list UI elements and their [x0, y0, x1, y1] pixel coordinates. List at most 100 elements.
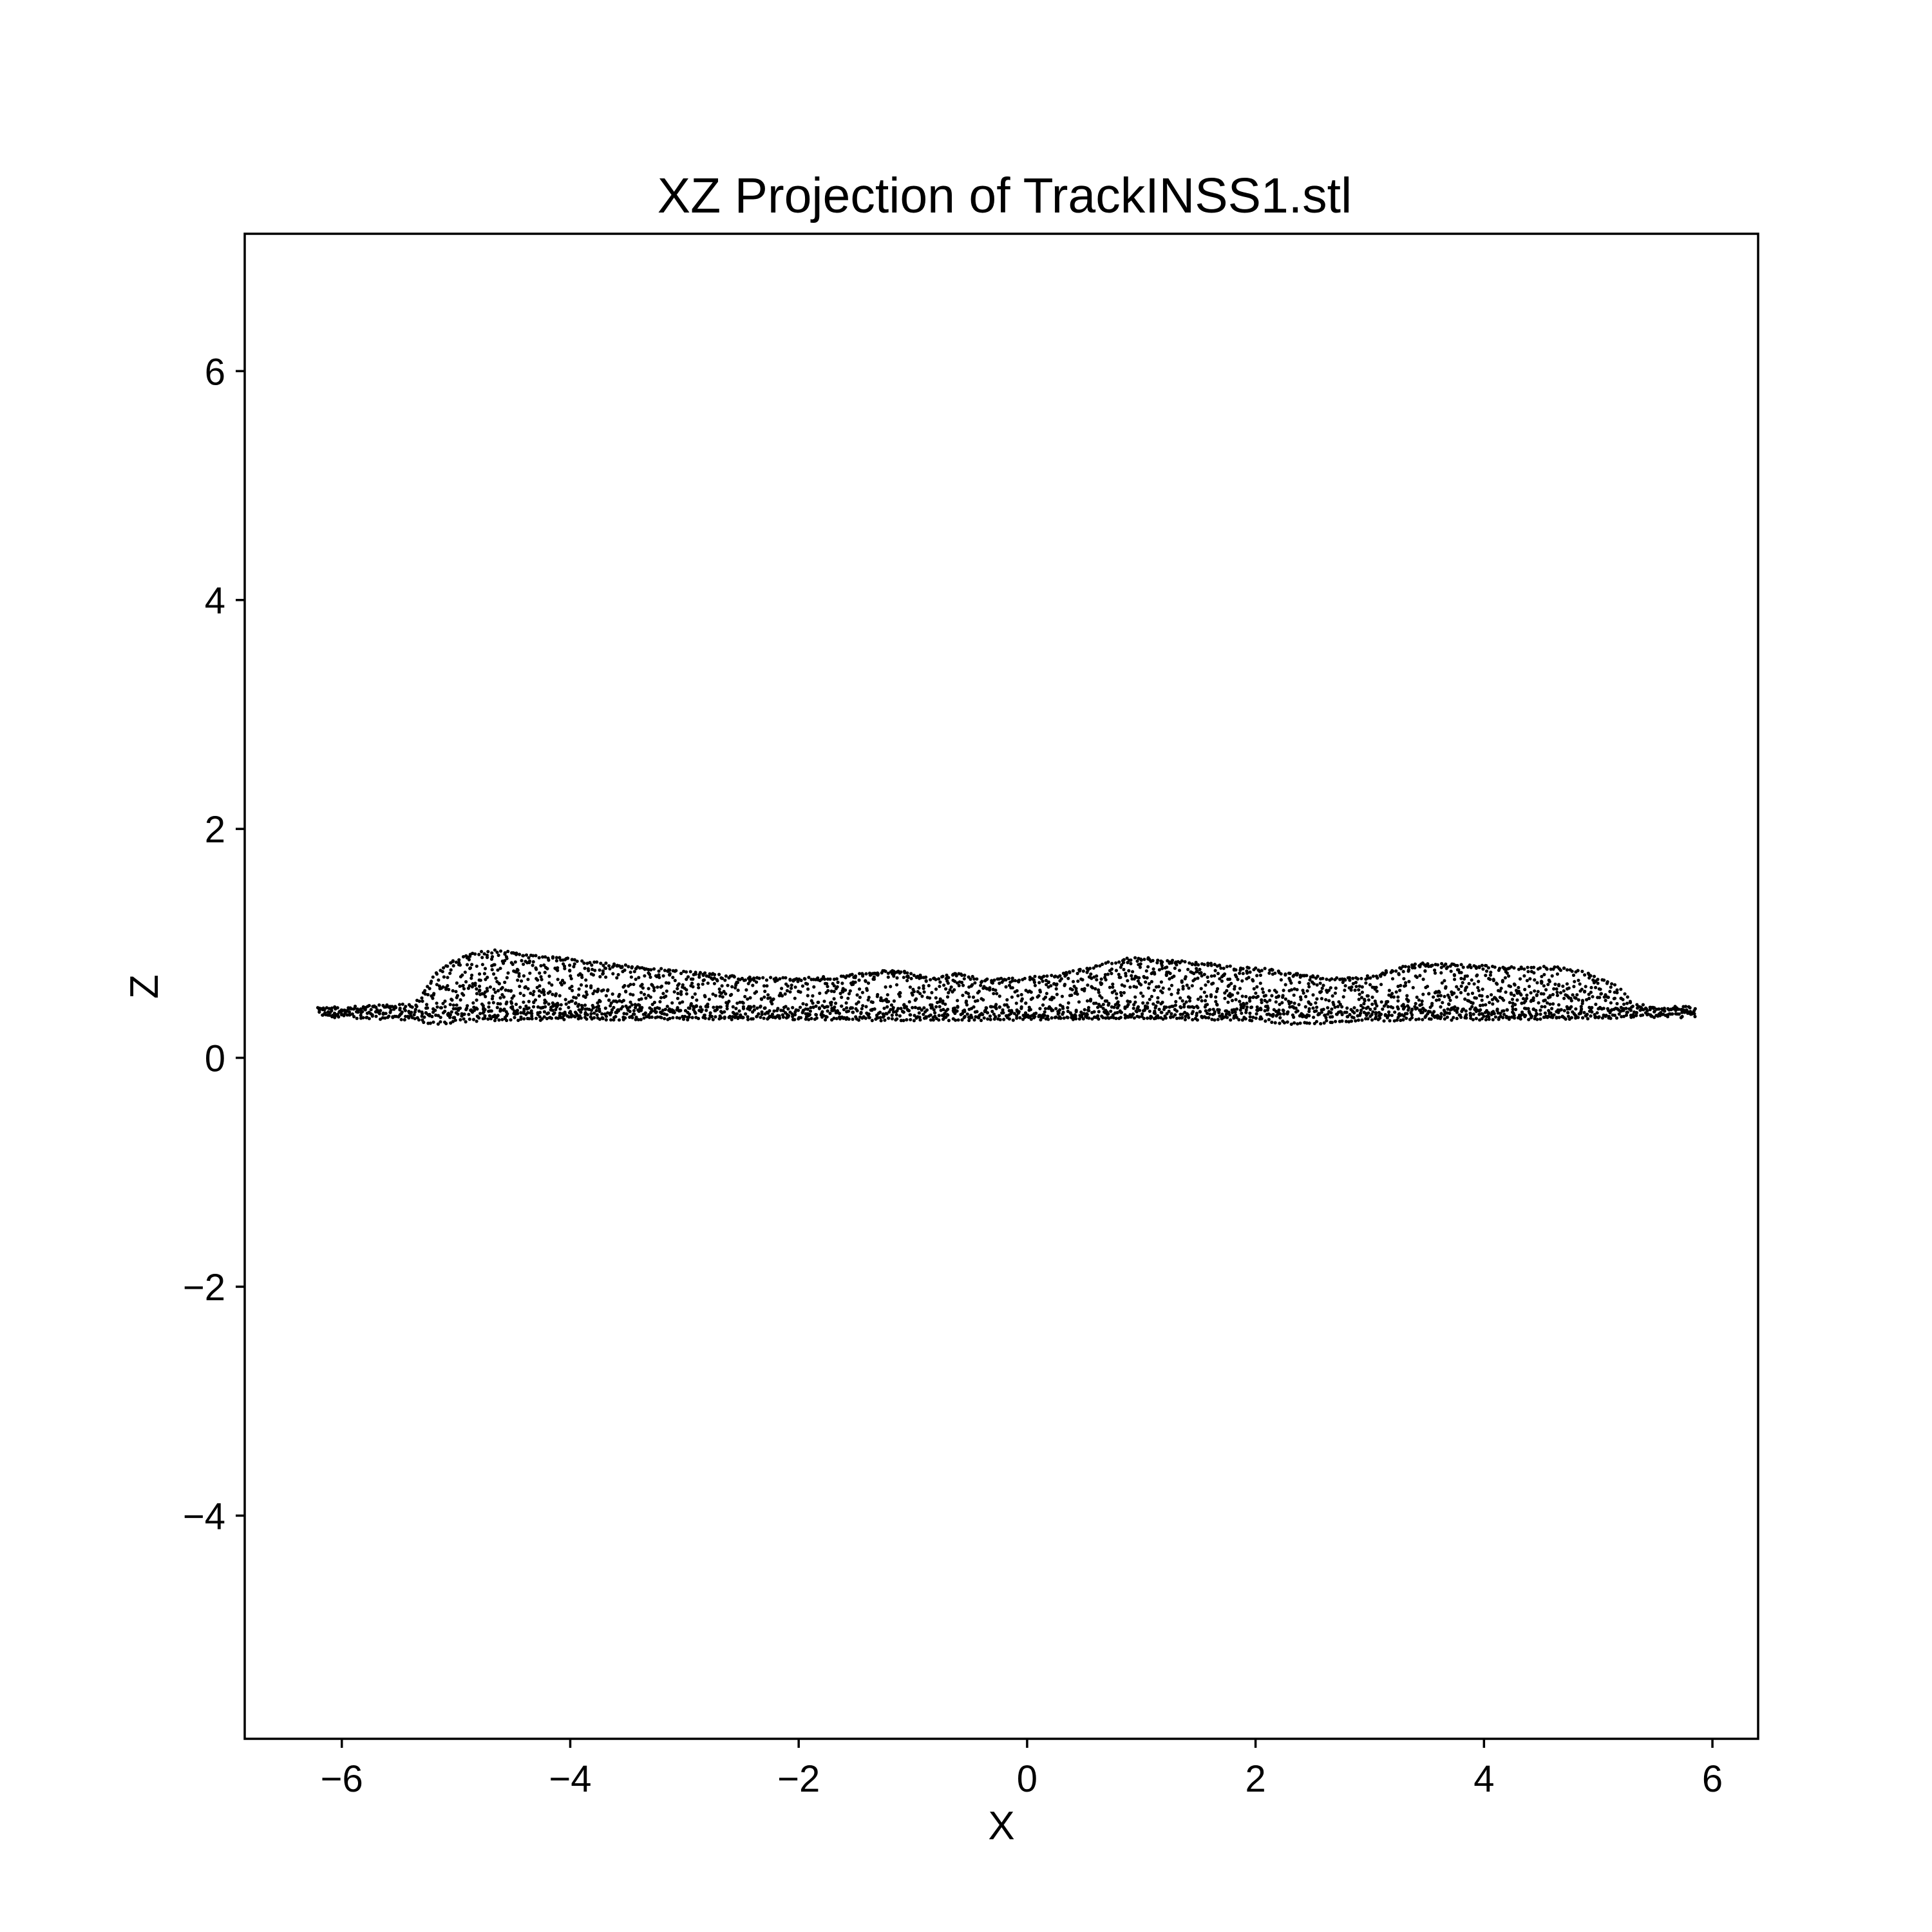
scatter-point — [1426, 962, 1430, 966]
scatter-point — [887, 999, 891, 1003]
scatter-point — [390, 1005, 394, 1009]
scatter-point — [982, 1016, 986, 1020]
scatter-point — [558, 1007, 562, 1011]
scatter-point — [1141, 1001, 1145, 1005]
scatter-point — [1495, 982, 1499, 986]
scatter-point — [1230, 999, 1235, 1003]
scatter-point — [450, 998, 454, 1002]
scatter-point — [1579, 1005, 1583, 1009]
scatter-point — [1152, 1011, 1156, 1015]
scatter-point — [832, 1016, 836, 1020]
scatter-point — [943, 1002, 947, 1006]
scatter-point — [1622, 1014, 1626, 1018]
scatter-point — [1540, 974, 1544, 978]
scatter-point — [1400, 1013, 1404, 1017]
scatter-point — [961, 983, 965, 987]
scatter-point — [1161, 1017, 1165, 1021]
scatter-point — [1347, 1020, 1351, 1024]
scatter-point — [540, 1017, 544, 1021]
scatter-point — [505, 956, 509, 960]
scatter-point — [748, 1005, 752, 1009]
scatter-point — [1364, 981, 1368, 985]
scatter-point — [717, 987, 721, 991]
scatter-point — [592, 989, 596, 993]
scatter-point — [712, 976, 716, 980]
scatter-point — [841, 990, 845, 994]
scatter-point — [521, 954, 525, 958]
scatter-point — [998, 981, 1001, 985]
scatter-point — [614, 1015, 618, 1019]
scatter-point — [496, 1014, 500, 1018]
scatter-point — [832, 997, 836, 1001]
scatter-point — [600, 1012, 604, 1016]
scatter-point — [1344, 1019, 1348, 1023]
scatter-point — [1195, 1014, 1198, 1018]
scatter-point — [755, 1014, 759, 1018]
scatter-point — [1263, 967, 1267, 971]
scatter-point — [629, 1000, 632, 1004]
scatter-point — [875, 1014, 879, 1018]
scatter-point — [544, 965, 548, 969]
scatter-point — [732, 975, 736, 979]
scatter-point — [348, 1013, 352, 1017]
scatter-point — [1117, 960, 1121, 964]
scatter-point — [1299, 998, 1303, 1001]
scatter-point — [424, 1011, 428, 1015]
scatter-point — [952, 1006, 956, 1010]
scatter-point — [1662, 1007, 1666, 1011]
scatter-point — [1439, 1012, 1443, 1016]
scatter-point — [451, 1007, 455, 1010]
scatter-point — [1417, 1017, 1421, 1021]
scatter-point — [1204, 999, 1208, 1003]
scatter-point — [423, 992, 428, 996]
scatter-point — [793, 985, 797, 989]
scatter-point — [1373, 1007, 1377, 1010]
scatter-point — [1159, 980, 1163, 984]
scatter-point — [661, 992, 665, 996]
scatter-point — [1051, 1009, 1055, 1012]
scatter-point — [1403, 965, 1407, 969]
scatter-point — [1608, 990, 1612, 994]
scatter-point — [562, 1018, 566, 1021]
scatter-point — [1447, 1002, 1451, 1006]
scatter-point — [834, 1001, 838, 1005]
scatter-point — [589, 1015, 592, 1019]
scatter-point — [1392, 995, 1396, 999]
scatter-point — [1557, 1010, 1560, 1014]
scatter-point — [1671, 1007, 1675, 1010]
scatter-point — [1464, 1013, 1468, 1017]
scatter-point — [1548, 994, 1552, 998]
scatter-point — [1114, 961, 1118, 965]
scatter-point — [648, 972, 652, 976]
scatter-point — [1071, 980, 1075, 983]
scatter-point — [446, 984, 450, 988]
scatter-point — [824, 990, 828, 994]
scatter-point — [1320, 987, 1324, 990]
scatter-point — [353, 1005, 357, 1009]
scatter-point — [998, 1005, 1001, 1009]
scatter-point — [454, 1007, 458, 1010]
scatter-point — [1497, 969, 1501, 972]
scatter-point — [478, 984, 482, 989]
scatter-point — [1057, 1015, 1061, 1019]
scatter-point — [945, 995, 950, 999]
scatter-point — [1305, 974, 1309, 978]
scatter-point — [607, 964, 611, 968]
scatter-point — [1394, 990, 1398, 994]
scatter-point — [447, 987, 451, 992]
scatter-point — [526, 987, 530, 990]
scatter-point — [1109, 1009, 1113, 1013]
scatter-point — [1443, 994, 1446, 998]
scatter-point — [497, 1018, 501, 1022]
scatter-point — [676, 992, 680, 996]
scatter-point — [1503, 976, 1507, 980]
scatter-point — [639, 1018, 643, 1021]
scatter-point — [623, 963, 628, 967]
scatter-point — [851, 1010, 855, 1014]
scatter-point — [1491, 1002, 1495, 1006]
scatter-point — [553, 1011, 556, 1015]
scatter-point — [1188, 996, 1192, 1000]
scatter-point — [522, 1000, 526, 1004]
scatter-point — [902, 1019, 905, 1023]
scatter-point — [410, 1010, 413, 1014]
